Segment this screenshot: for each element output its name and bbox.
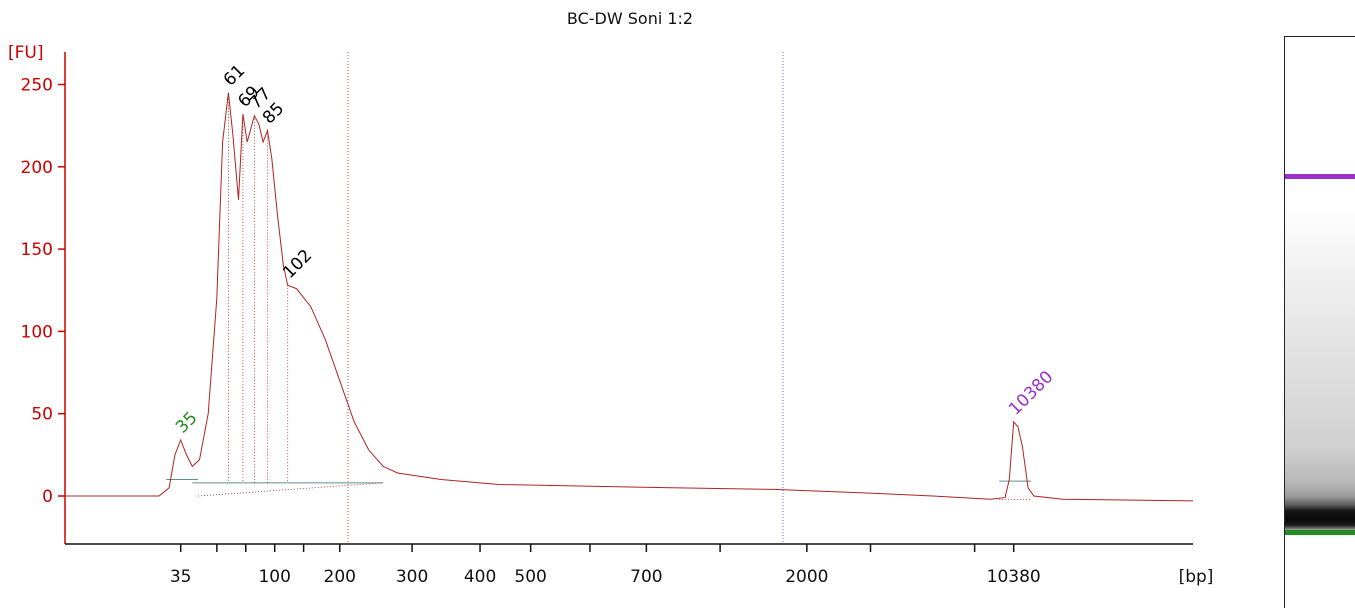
y-tick-label: 0 (42, 487, 53, 507)
baseline-group (166, 479, 1032, 500)
y-tick-label: 200 (21, 158, 53, 178)
peak-label: 35 (172, 408, 201, 437)
x-tick-label: 2000 (785, 567, 828, 587)
y-axis-label: [FU] (8, 43, 44, 63)
y-tick-label: 250 (21, 76, 53, 96)
x-tick-label: 200 (324, 567, 356, 587)
gel-lane (1284, 36, 1355, 608)
y-ticks: 0 50 100 150 200 250 (21, 76, 65, 507)
x-tick-label: 400 (464, 567, 496, 587)
x-axis-label: [bp] (1179, 567, 1214, 587)
x-tick-label: 700 (630, 567, 662, 587)
chart-title: BC-DW Soni 1:2 (567, 9, 693, 28)
x-tick-label: 500 (514, 567, 546, 587)
x-tick-label: 35 (170, 567, 192, 587)
y-tick-label: 100 (21, 322, 53, 342)
x-tick-label: 300 (396, 567, 428, 587)
gel-lane-smear (1285, 37, 1355, 608)
peak-drop-lines (228, 92, 289, 483)
baseline-ramp (198, 482, 384, 497)
peak-label: 10380 (1005, 367, 1057, 419)
y-tick-label: 150 (21, 240, 53, 260)
peak-label: 102 (279, 246, 316, 283)
y-tick-label: 50 (31, 405, 53, 425)
x-tick-label: 10380 (987, 567, 1041, 587)
electropherogram-chart: BC-DW Soni 1:2 [FU] [bp] 0 50 100 150 200 250… (8, 9, 1214, 587)
series-group (65, 92, 1194, 502)
gel-band (1285, 530, 1355, 536)
gel-band (1285, 174, 1355, 180)
x-ticks: 35 100 200 300 400 500 700 2000 10380 (170, 544, 1041, 587)
series-line (65, 92, 1194, 502)
x-tick-label: 100 (258, 567, 290, 587)
